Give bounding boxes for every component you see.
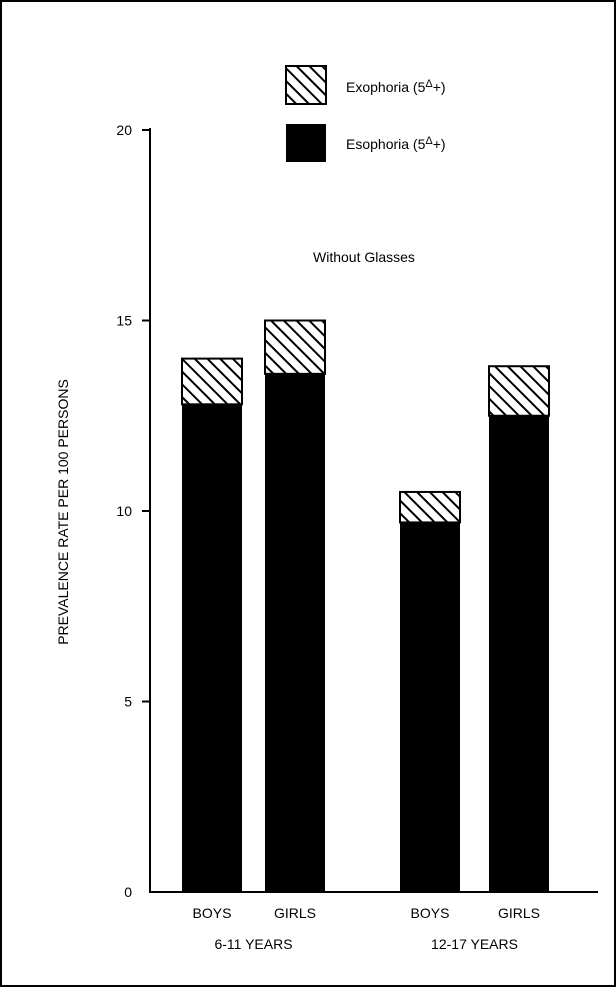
y-tick-label: 15 — [116, 313, 132, 329]
bar-segment-exophoria — [399, 490, 461, 524]
x-tick-label: BOYS — [411, 905, 450, 921]
y-tick-label: 5 — [124, 694, 132, 710]
bar-segment-esophoria — [489, 415, 549, 892]
group-label: 12-17 YEARS — [431, 936, 518, 952]
x-tick-labels: BOYS GIRLS BOYS GIRLS — [193, 905, 540, 921]
chart-annotation: Without Glasses — [313, 249, 415, 265]
group-labels: 6-11 YEARS 12-17 YEARS — [214, 936, 518, 952]
y-tick-label: 10 — [116, 503, 132, 519]
x-tick-label: GIRLS — [274, 905, 316, 921]
legend-swatch-exophoria — [285, 65, 327, 105]
bar-segment-esophoria — [265, 373, 325, 893]
legend: Exophoria (5Δ+) Esophoria (5Δ+) — [285, 65, 446, 162]
x-tick-label: BOYS — [193, 905, 232, 921]
legend-swatch-esophoria — [286, 124, 326, 162]
bar-segment-exophoria — [488, 365, 550, 417]
bar-segment-exophoria — [264, 319, 326, 375]
bar-segment-esophoria — [400, 522, 460, 892]
y-tick-label: 0 — [124, 884, 132, 900]
x-tick-label: GIRLS — [498, 905, 540, 921]
y-axis-label: PREVALENCE RATE PER 100 PERSONS — [55, 379, 71, 645]
legend-label-exophoria: Exophoria (5Δ+) — [346, 78, 446, 95]
bar-segment-exophoria — [181, 357, 243, 406]
legend-label-esophoria: Esophoria (5Δ+) — [346, 135, 446, 152]
bar-segment-esophoria — [182, 404, 242, 892]
bars — [181, 319, 550, 893]
y-ticks: 0 5 10 15 20 — [116, 122, 150, 900]
y-tick-label: 20 — [116, 122, 132, 138]
group-label: 6-11 YEARS — [214, 936, 292, 952]
